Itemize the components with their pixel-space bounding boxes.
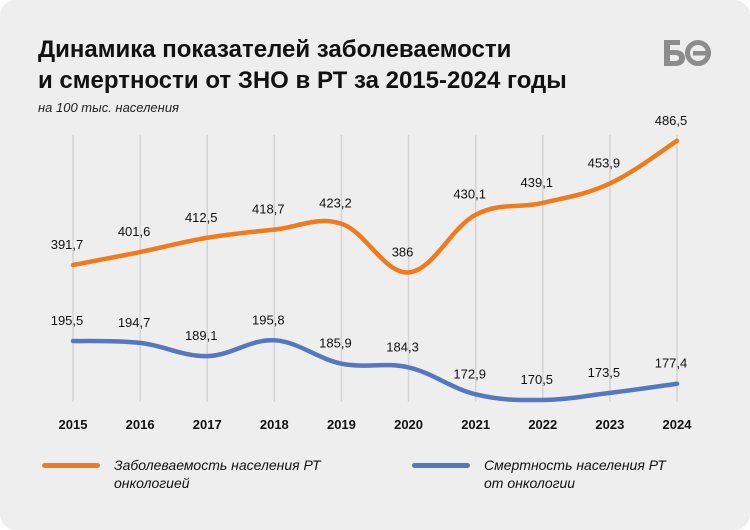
data-label-s2-2021: 172,9 xyxy=(453,366,486,381)
data-label-s1-2023: 453,9 xyxy=(588,156,621,171)
x-tick-label-2018: 2018 xyxy=(260,417,289,432)
x-tick-label-2019: 2019 xyxy=(327,417,356,432)
legend-swatch-mortality xyxy=(412,463,470,468)
x-tick-label-2020: 2020 xyxy=(394,417,423,432)
data-label-s2-2022: 170,5 xyxy=(521,372,554,387)
x-tick-label-2023: 2023 xyxy=(595,417,624,432)
x-tick-label-2021: 2021 xyxy=(461,417,490,432)
chart-subtitle: на 100 тыс. населения xyxy=(38,100,179,115)
bo-logo-icon xyxy=(664,40,711,66)
title-line-1: Динамика показателей заболеваемости xyxy=(38,36,512,63)
x-tick-label-2022: 2022 xyxy=(528,417,557,432)
data-label-s2-2020: 184,3 xyxy=(386,339,419,354)
series-line-1 xyxy=(70,138,680,275)
data-label-s1-2016: 401,6 xyxy=(118,224,151,239)
data-label-s1-2018: 418,7 xyxy=(252,202,285,217)
data-label-s1-2015: 391,7 xyxy=(51,237,84,252)
data-label-s2-2019: 185,9 xyxy=(319,336,352,351)
data-label-s1-2021: 430,1 xyxy=(453,187,486,202)
legend-label-incidence: Заболеваемость населения РТ онкологией xyxy=(114,457,321,491)
data-label-s2-2018: 195,8 xyxy=(252,312,285,327)
x-tick-label-2024: 2024 xyxy=(663,417,693,432)
data-label-s1-2017: 412,5 xyxy=(185,210,218,225)
legend-item-incidence: Заболеваемость населения РТ онкологией xyxy=(42,456,321,492)
legend-item-mortality: Смертность населения РТ от онкологии xyxy=(412,456,666,492)
title-line-2: и смертности от ЗНО в РТ за 2015-2024 го… xyxy=(38,67,567,94)
data-label-s1-2022: 439,1 xyxy=(521,175,554,190)
x-tick-label-2017: 2017 xyxy=(193,417,222,432)
legend-swatch-incidence xyxy=(42,463,100,468)
data-label-s1-2024: 486,5 xyxy=(655,113,688,128)
x-tick-label-2016: 2016 xyxy=(126,417,155,432)
data-label-s2-2023: 173,5 xyxy=(588,365,621,380)
data-label-s2-2016: 194,7 xyxy=(118,315,151,330)
data-label-s2-2017: 189,1 xyxy=(185,328,218,343)
series-line-2 xyxy=(70,338,680,403)
x-tick-label-2015: 2015 xyxy=(59,417,88,432)
data-label-s2-2024: 177,4 xyxy=(655,356,688,371)
chart-title: Динамика показателей заболеваемости и см… xyxy=(38,34,638,96)
data-label-s1-2019: 423,2 xyxy=(319,196,352,211)
legend-label-mortality: Смертность населения РТ от онкологии xyxy=(484,457,666,491)
data-label-s1-2020: 386 xyxy=(392,244,414,259)
data-label-s2-2015: 195,5 xyxy=(51,313,84,328)
